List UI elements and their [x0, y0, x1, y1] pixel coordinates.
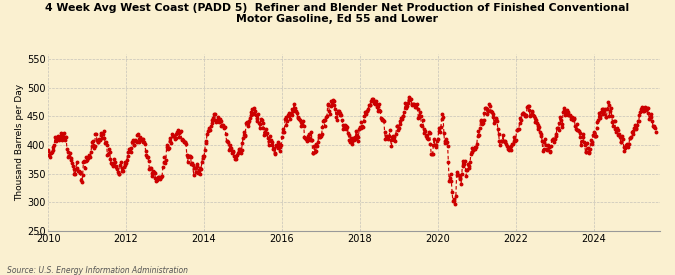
Y-axis label: Thousand Barrels per Day: Thousand Barrels per Day [15, 84, 24, 201]
Text: Source: U.S. Energy Information Administration: Source: U.S. Energy Information Administ… [7, 266, 188, 275]
Text: 4 Week Avg West Coast (PADD 5)  Refiner and Blender Net Production of Finished C: 4 Week Avg West Coast (PADD 5) Refiner a… [45, 3, 630, 24]
